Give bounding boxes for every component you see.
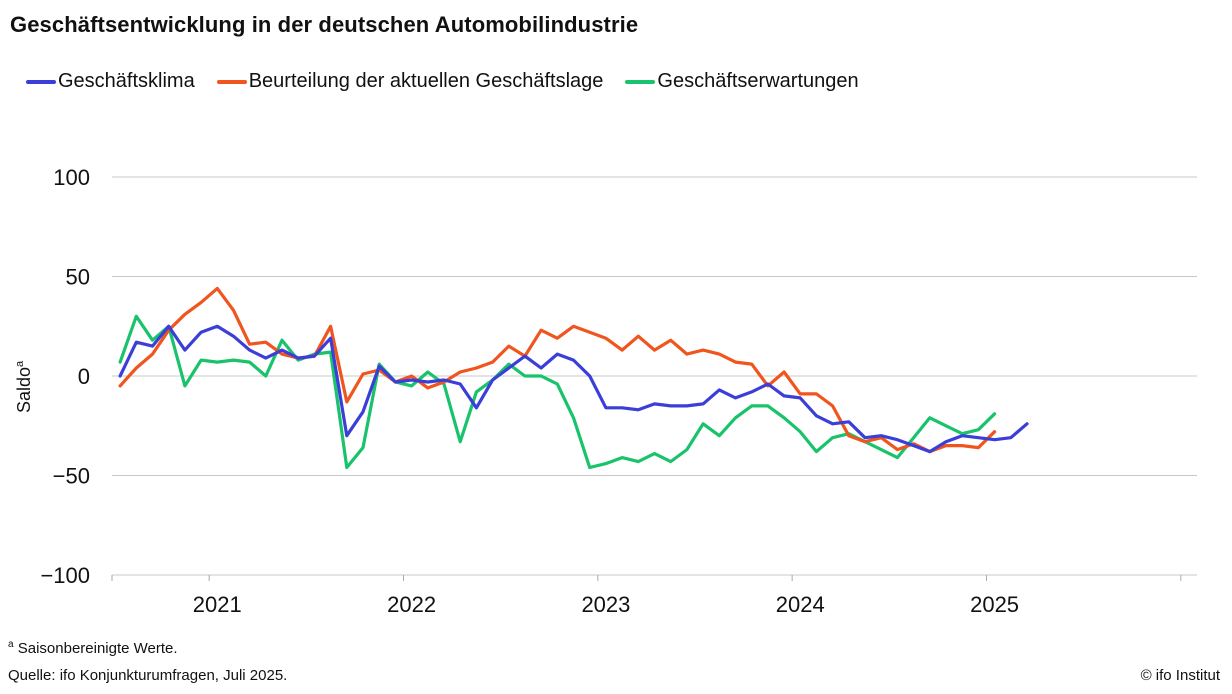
- legend-label-geschaeftslage: Beurteilung der aktuellen Geschäftslage: [248, 70, 604, 92]
- footnote-text: Saisonbereinigte Werte.: [17, 640, 178, 657]
- y-tick-label: 50: [66, 265, 90, 290]
- y-tick-label: −50: [53, 464, 90, 489]
- legend-label-geschaeftserwartungen: Geschäftserwartungen: [657, 70, 859, 92]
- footnote: a Saisonbereinigte Werte.: [8, 639, 178, 657]
- legend-swatch-geschaeftserwartungen: [625, 79, 656, 84]
- y-tick-label: 0: [78, 364, 90, 389]
- footnote-marker: a: [8, 639, 14, 650]
- legend-item-geschaeftserwartungen: Geschäftserwartungen: [625, 70, 859, 93]
- legend-swatch-geschaeftsklima: [26, 79, 56, 84]
- y-tick-label: 100: [53, 165, 90, 190]
- x-tick-label: 2021: [193, 592, 242, 617]
- legend-item-geschaeftslage: Beurteilung der aktuellen Geschäftslage: [216, 70, 604, 93]
- series-line-0: [118, 324, 1029, 454]
- legend: Geschäftsklima Beurteilung der aktuellen…: [26, 70, 881, 93]
- x-tick-label: 2023: [581, 592, 630, 617]
- y-tick-label: −100: [40, 563, 90, 588]
- legend-swatch-geschaeftslage: [216, 79, 247, 84]
- legend-item-geschaeftsklima: Geschäftsklima: [26, 70, 195, 93]
- source-note: Quelle: ifo Konjunkturumfragen, Juli 202…: [8, 667, 288, 684]
- chart-title: Geschäftsentwicklung in der deutschen Au…: [10, 12, 639, 37]
- x-tick-label: 2025: [970, 592, 1019, 617]
- legend-label-geschaeftsklima: Geschäftsklima: [58, 70, 195, 92]
- copyright-note: © ifo Institut: [1140, 667, 1220, 684]
- series-line-1: [118, 286, 997, 454]
- x-tick-label: 2022: [387, 592, 436, 617]
- x-tick-label: 2024: [776, 592, 825, 617]
